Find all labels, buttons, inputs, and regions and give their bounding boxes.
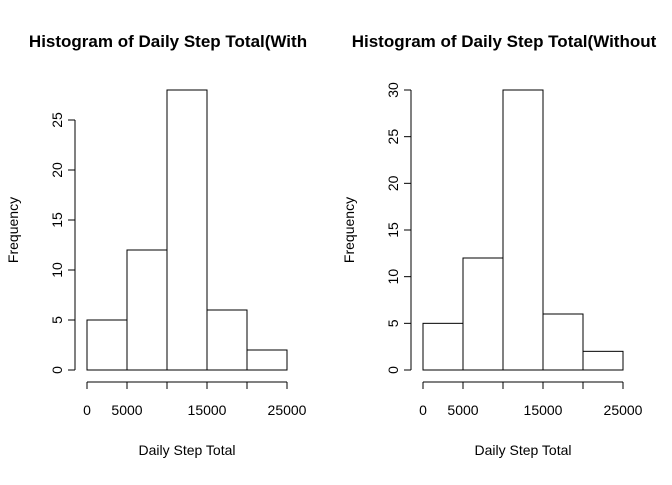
histogram-bar	[422, 322, 464, 371]
y-tick-label: 25	[385, 129, 401, 145]
histogram-bar	[542, 313, 584, 371]
x-tick-label: 15000	[524, 402, 563, 418]
x-tick-label: 5000	[447, 402, 478, 418]
y-tick-label: 25	[49, 112, 65, 128]
y-tick-label: 10	[49, 262, 65, 278]
chart-title: Histogram of Daily Step Total(Without	[352, 32, 657, 51]
histogram-bar	[126, 249, 168, 371]
x-axis-label: Daily Step Total	[474, 442, 571, 458]
y-tick-label: 20	[385, 175, 401, 191]
y-tick-label: 15	[385, 222, 401, 238]
y-tick-label: 5	[385, 319, 401, 327]
x-tick-label: 25000	[604, 402, 643, 418]
y-tick-label: 30	[385, 82, 401, 98]
histogram-bar	[206, 309, 248, 371]
y-tick-label: 10	[385, 269, 401, 285]
y-axis-label: Frequency	[5, 197, 21, 263]
x-tick-label: 0	[83, 402, 91, 418]
y-tick-label: 5	[49, 316, 65, 324]
histogram-bar	[166, 89, 208, 371]
histogram-bar	[502, 89, 544, 371]
y-tick-label: 0	[49, 366, 65, 374]
x-tick-label: 15000	[188, 402, 227, 418]
histogram-bar	[246, 349, 288, 371]
x-tick-label: 25000	[268, 402, 307, 418]
histogram-panel-with: Histogram of Daily Step Total(With Daily…	[5, 32, 307, 458]
x-tick-label: 5000	[111, 402, 142, 418]
histogram-bar	[462, 257, 504, 371]
y-axis-label: Frequency	[341, 197, 357, 263]
y-tick-label: 0	[385, 366, 401, 374]
x-tick-label: 0	[419, 402, 427, 418]
y-tick-label: 15	[49, 212, 65, 228]
histogram-bar	[86, 319, 128, 371]
histogram-panel-without: Histogram of Daily Step Total(Without Da…	[341, 32, 657, 458]
x-axis-label: Daily Step Total	[138, 442, 235, 458]
y-tick-label: 20	[49, 162, 65, 178]
chart-title: Histogram of Daily Step Total(With	[29, 32, 307, 51]
histogram-bar	[582, 350, 624, 371]
